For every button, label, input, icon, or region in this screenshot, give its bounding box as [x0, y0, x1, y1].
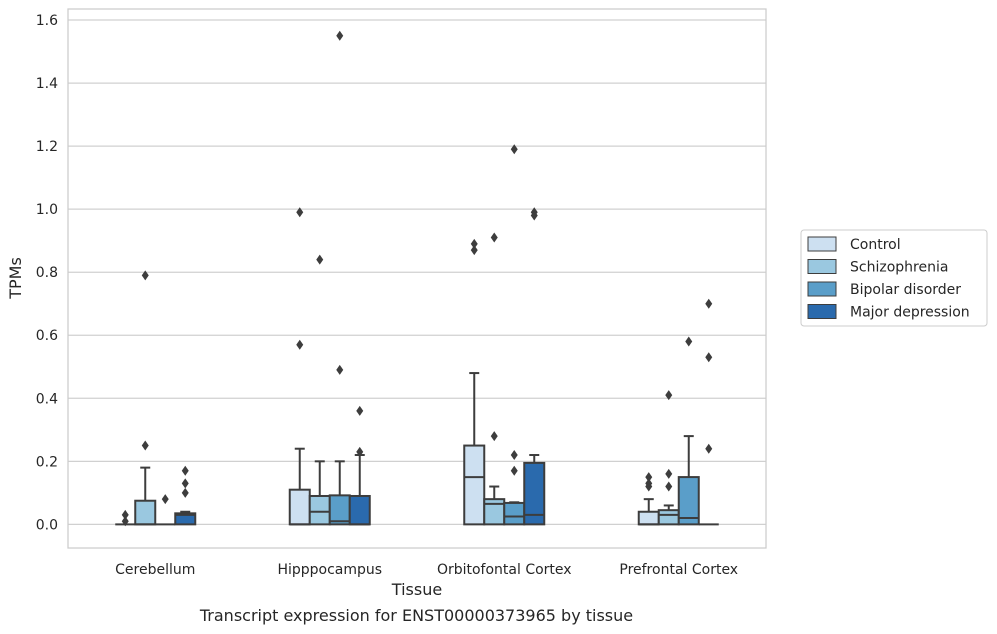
x-tick-label: Orbitofontal Cortex [437, 562, 572, 578]
outlier-point [665, 390, 673, 401]
box [348, 494, 371, 526]
legend-frame [800, 229, 988, 327]
outlier-point [685, 336, 693, 347]
box-group [328, 30, 351, 526]
y-tick-label: 1.2 [36, 139, 58, 155]
box-group [503, 144, 526, 526]
outlier-point [665, 468, 673, 479]
y-axis-label: TPMs [6, 257, 25, 300]
box-group [155, 494, 176, 526]
outlier-point [296, 339, 304, 350]
y-tick-label: 0.8 [36, 265, 58, 281]
outlier-point [161, 494, 169, 505]
legend-label: Control [850, 237, 901, 253]
legend-swatch [807, 304, 837, 319]
x-tick-label: Cerebellum [115, 562, 195, 578]
box [657, 509, 680, 526]
box [503, 501, 526, 526]
outlier-point [530, 207, 538, 218]
y-tick-label: 1.6 [36, 13, 58, 29]
box [637, 510, 660, 526]
outlier-point [490, 431, 498, 442]
box [174, 512, 197, 526]
outlier-point [510, 144, 518, 155]
boxes [115, 30, 719, 527]
box [308, 494, 331, 526]
box [523, 461, 546, 526]
outlier-point [356, 446, 364, 457]
y-tick-label: 0.6 [36, 328, 58, 344]
box [328, 494, 351, 526]
box-group [677, 336, 700, 526]
outlier-point [705, 352, 713, 363]
legend-swatch [807, 259, 837, 274]
box-group [698, 298, 719, 526]
outlier-point [141, 270, 149, 281]
box-group [115, 509, 136, 527]
outlier-point [181, 487, 189, 498]
box-group [288, 207, 311, 526]
figure-caption: Transcript expression for ENST0000037396… [199, 606, 634, 625]
legend-label: Major depression [850, 305, 970, 321]
outlier-point [510, 465, 518, 476]
box-group [523, 207, 546, 526]
outlier-point [645, 478, 653, 489]
box-group [637, 472, 660, 526]
outlier-point [336, 30, 344, 41]
box-group [174, 465, 197, 526]
x-axis-label: Tissue [391, 580, 442, 599]
box [288, 488, 311, 526]
outlier-point [121, 509, 129, 520]
y-tick-label: 1.0 [36, 202, 58, 218]
outlier-point [181, 465, 189, 476]
legend-swatch [807, 236, 837, 252]
outlier-point [645, 472, 653, 483]
box-group [348, 405, 371, 526]
x-tick-label: Hipppocampus [277, 562, 382, 578]
y-tick-label: 0.2 [36, 454, 58, 470]
grid [68, 19, 766, 525]
box [677, 476, 700, 526]
x-tick-label: Prefrontal Cortex [619, 562, 738, 578]
outlier-point [296, 207, 304, 218]
outlier-point [336, 364, 344, 375]
legend-swatch [807, 281, 837, 297]
outlier-point [316, 254, 324, 265]
box-group [463, 238, 486, 526]
y-tick-label: 0.0 [36, 517, 58, 533]
outlier-point [665, 481, 673, 492]
outlier-point [181, 478, 189, 489]
legend-label: Bipolar disorder [850, 282, 961, 298]
legend-label: Schizophrenia [850, 260, 948, 276]
outlier-point [356, 405, 364, 416]
box [463, 444, 486, 526]
plot-frame [67, 8, 767, 549]
outlier-point [470, 238, 478, 249]
outlier-point [705, 443, 713, 454]
outlier-point [705, 298, 713, 309]
box-group [657, 390, 680, 526]
x-axis-ticks: Cerebellum Hipppocampus Orbitofontal Corte… [115, 562, 738, 578]
outlier-point [121, 516, 129, 527]
outlier-point [470, 245, 478, 256]
box-group [483, 232, 506, 526]
outlier-point [510, 450, 518, 461]
outlier-point [141, 440, 149, 451]
box [134, 499, 157, 526]
y-tick-label: 0.4 [36, 391, 58, 407]
y-axis-ticks: 0.0 0.2 0.4 0.6 0.8 1.0 1.2 1.4 1.6 [36, 13, 58, 533]
y-tick-label: 1.4 [36, 76, 58, 92]
box-group [134, 270, 157, 526]
legend: Control Schizophrenia Bipolar disorder Majo… [800, 229, 988, 327]
outlier-point [490, 232, 498, 243]
box-group [308, 254, 331, 526]
